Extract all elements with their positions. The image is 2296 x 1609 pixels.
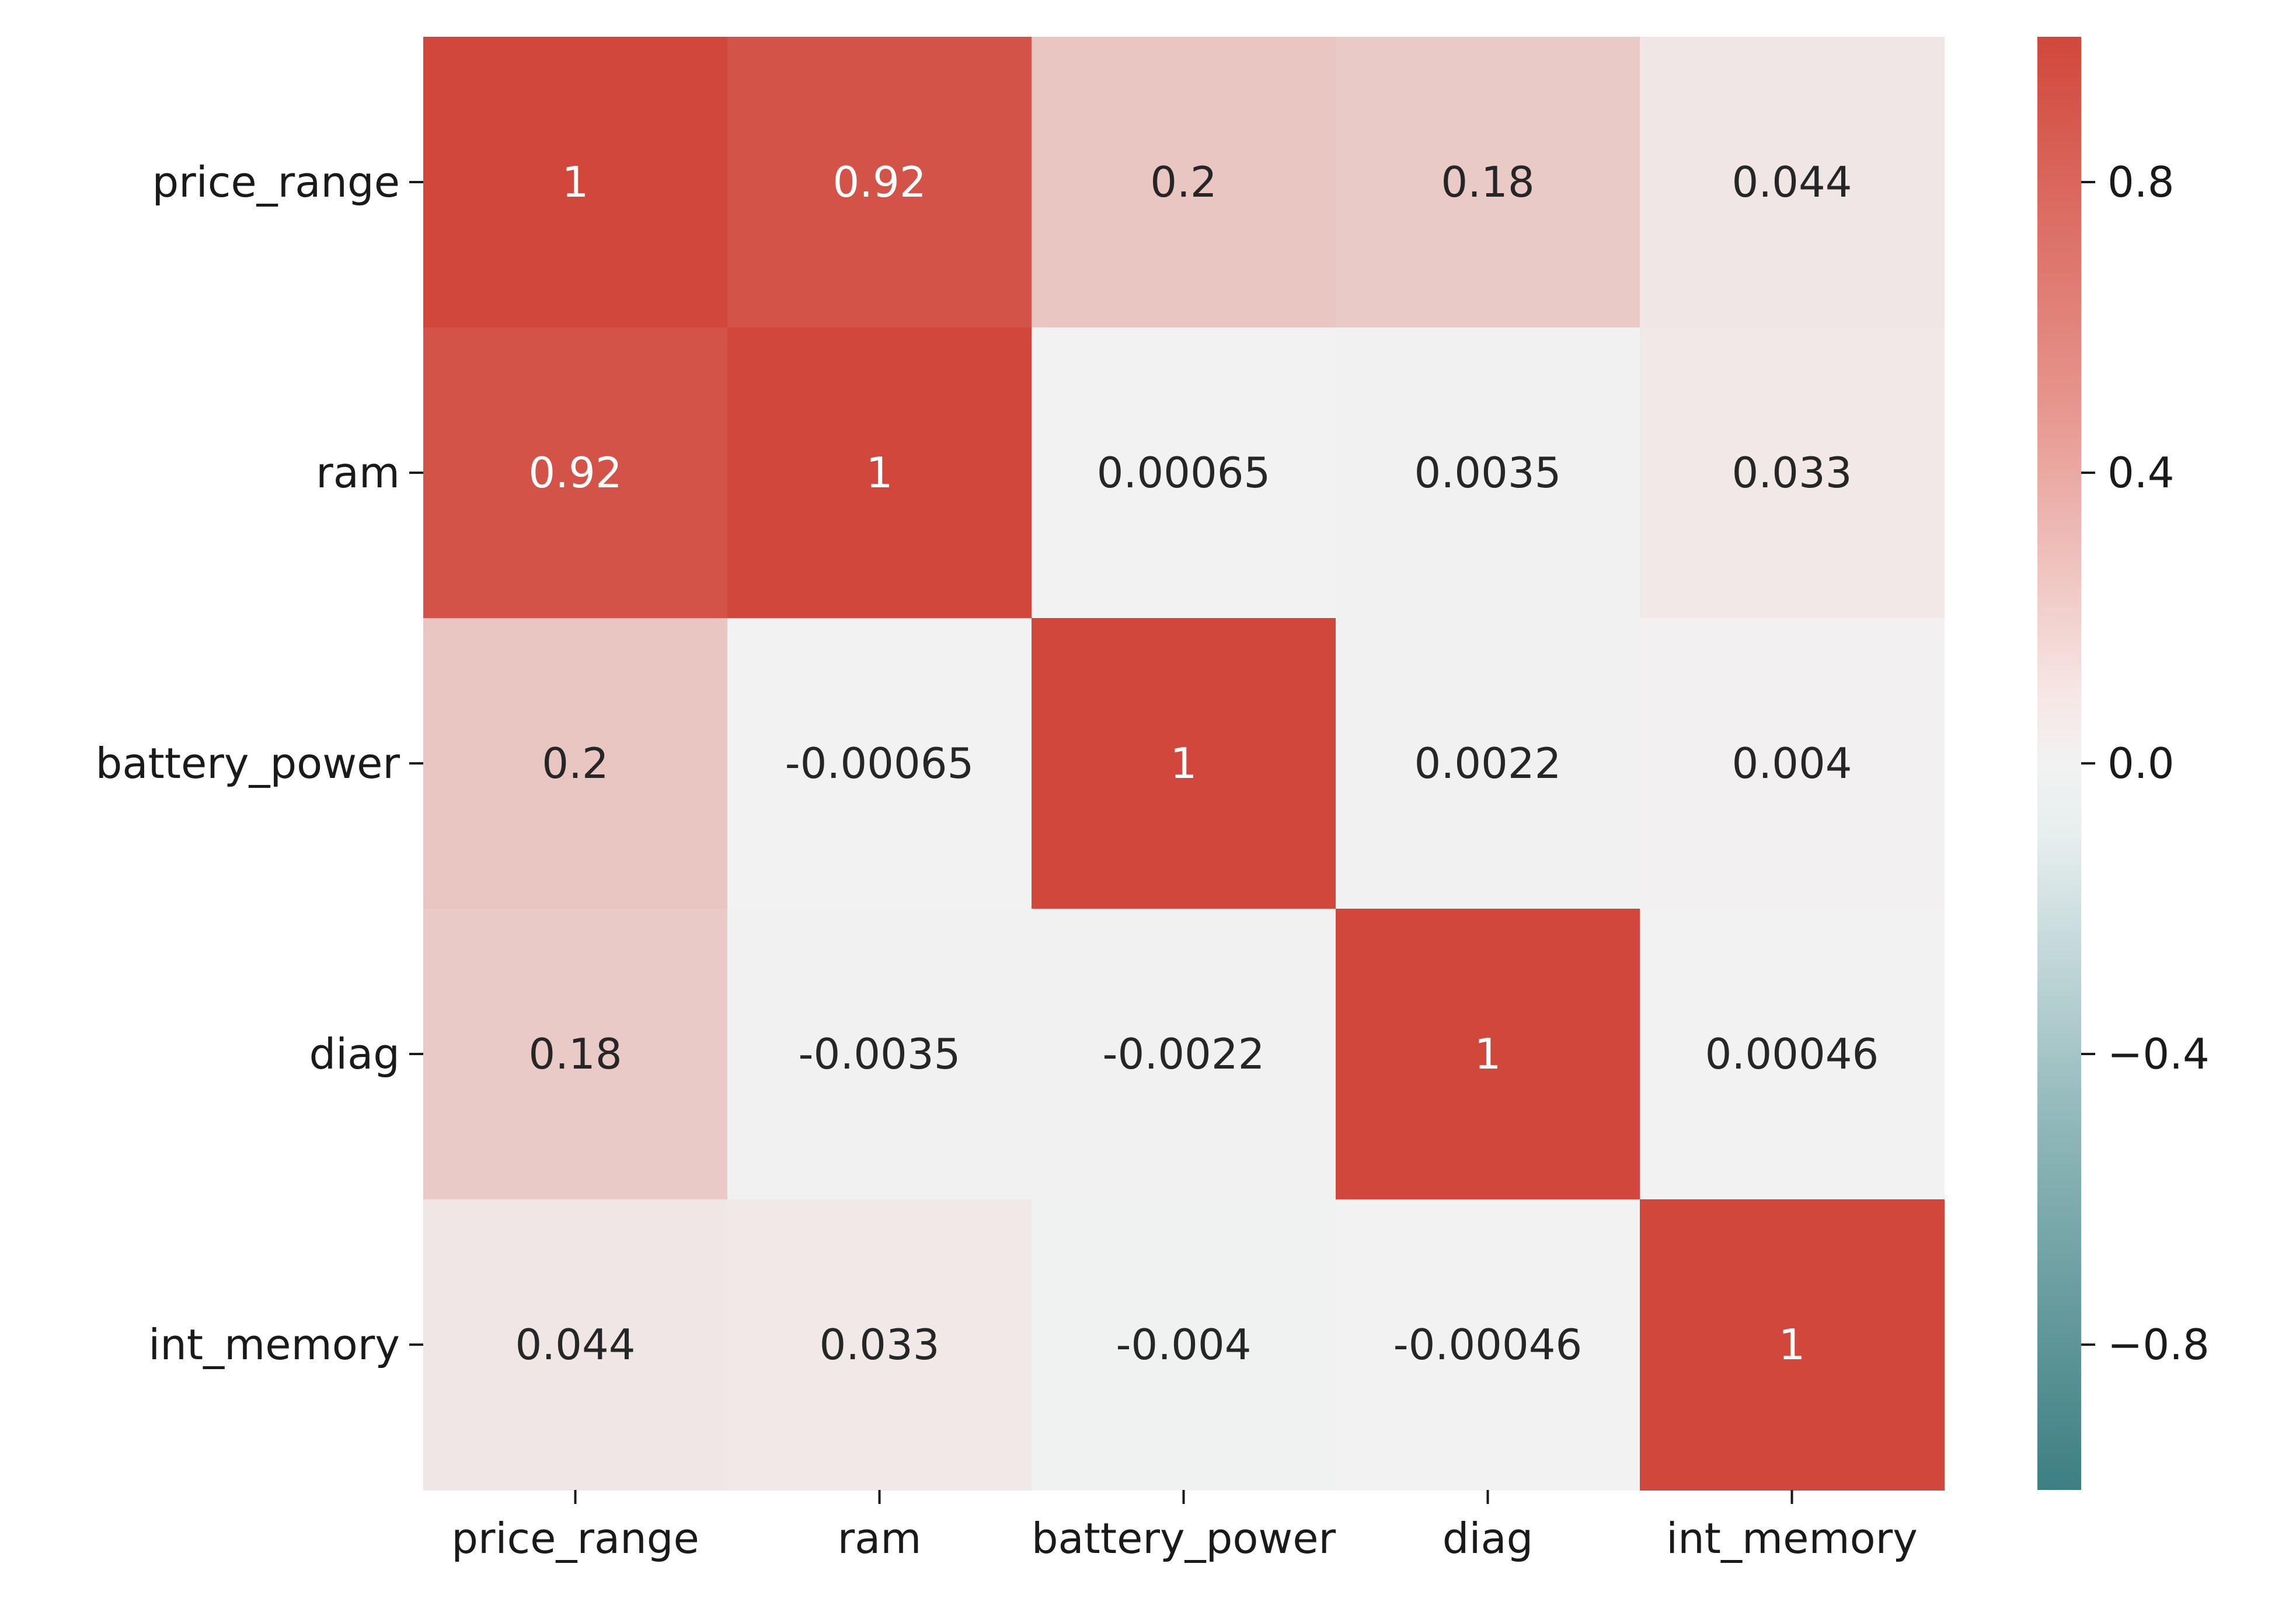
cell-annotation: -0.00046 [1393,1320,1583,1369]
heatmap-cell-price_range-price_range [423,37,728,328]
heatmap-cell-diag-price_range [423,909,728,1200]
cell-annotation: 0.00065 [1097,448,1271,497]
colorbar-tick-label: 0.4 [2107,448,2175,497]
x-axis: price_range ram battery_power diag int_memor… [451,1490,1918,1563]
colorbar-tick-label: 0.0 [2107,739,2175,788]
cell-annotation: -0.004 [1116,1320,1251,1369]
y-tick-label: diag [309,1029,400,1079]
cell-annotation: -0.0035 [799,1029,961,1079]
heatmap-cell-price_range-diag [1336,37,1640,328]
x-tick-label: diag [1443,1514,1534,1563]
heatmap-cells: 1 0.92 0.2 0.18 0.044 0.92 1 0.00065 0.0035 0.033… [423,37,1945,1491]
heatmap-cell-int_memory-ram [727,1199,1032,1491]
heatmap-cell-int_memory-price_range [423,1199,728,1491]
colorbar-tick-label: 0.8 [2107,158,2175,207]
cell-annotation: 0.033 [1731,448,1852,497]
heatmap-cell-int_memory-diag [1336,1199,1640,1491]
heatmap-cell-battery_power-battery_power [1032,618,1336,909]
cell-annotation: 1 [1475,1029,1501,1079]
x-tick-label: price_range [451,1514,699,1563]
x-tick-label: battery_power [1032,1514,1336,1563]
cell-annotation: 0.92 [528,448,622,497]
heatmap-cell-ram-price_range [423,327,728,619]
heatmap-cell-diag-battery_power [1032,909,1336,1200]
cell-annotation: 1 [562,158,589,207]
cell-annotation: 0.92 [832,158,926,207]
y-tick-label: ram [316,448,400,497]
y-tick-label: price_range [152,158,400,207]
cell-annotation: 0.2 [542,739,609,788]
heatmap-cell-ram-battery_power [1032,327,1336,619]
colorbar: 0.8 0.4 0.0 −0.4 −0.8 [2037,37,2210,1490]
colorbar-tick-label: −0.8 [2107,1320,2210,1369]
heatmap-cell-price_range-int_memory [1640,37,1945,328]
x-tick-label: int_memory [1666,1514,1918,1563]
heatmap-cell-int_memory-int_memory [1640,1199,1945,1491]
cell-annotation: 0.0022 [1414,739,1562,788]
cell-annotation: 0.004 [1731,739,1852,788]
cell-annotation: 0.18 [528,1029,622,1079]
heatmap-cell-int_memory-battery_power [1032,1199,1336,1491]
cell-annotation: -0.0022 [1103,1029,1265,1079]
colorbar-tick-label: −0.4 [2107,1029,2210,1079]
heatmap-cell-diag-int_memory [1640,909,1945,1200]
cell-annotation: 0.0035 [1414,448,1562,497]
heatmap-cell-battery_power-price_range [423,618,728,909]
heatmap-cell-battery_power-ram [727,618,1032,909]
heatmap-cell-diag-ram [727,909,1032,1200]
colorbar-gradient [2037,37,2081,1490]
cell-annotation: 0.2 [1150,158,1217,207]
cell-annotation: 0.033 [819,1320,939,1369]
y-tick-label: battery_power [96,739,400,788]
cell-annotation: 0.044 [1731,158,1852,207]
heatmap-cell-ram-int_memory [1640,327,1945,619]
cell-annotation: 1 [1779,1320,1806,1369]
heatmap-cell-price_range-battery_power [1032,37,1336,328]
cell-annotation: 0.00046 [1705,1029,1879,1079]
cell-annotation: 1 [1170,739,1197,788]
cell-annotation: 0.18 [1441,158,1534,207]
heatmap-cell-battery_power-int_memory [1640,618,1945,909]
cell-annotation: 0.044 [515,1320,635,1369]
x-tick-label: ram [838,1514,922,1563]
heatmap-cell-ram-diag [1336,327,1640,619]
heatmap-cell-price_range-ram [727,37,1032,328]
y-tick-label: int_memory [148,1320,400,1369]
cell-annotation: 1 [866,448,893,497]
cell-annotation: -0.00065 [785,739,974,788]
heatmap-cell-ram-ram [727,327,1032,619]
heatmap-cell-battery_power-diag [1336,618,1640,909]
heatmap-cell-diag-diag [1336,909,1640,1200]
